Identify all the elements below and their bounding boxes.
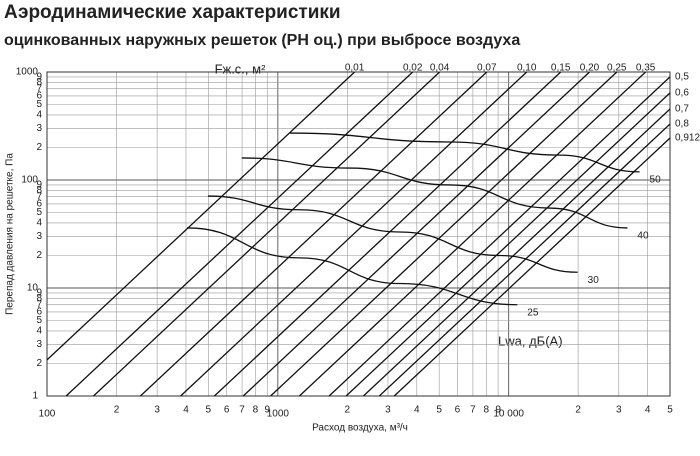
y-tick-label: 8: [36, 185, 42, 196]
area-label: Fж.с., м²: [215, 61, 267, 76]
area-line: [328, 76, 671, 397]
area-line: [242, 71, 590, 397]
y-tick-label: 3: [36, 231, 42, 242]
y-tick-label: 5: [36, 207, 42, 218]
line-label: 0,8: [675, 119, 689, 130]
x-tick-label: 6: [455, 405, 461, 416]
y-tick-label: 8: [36, 77, 42, 88]
y-axis-title: Перепад давления на решетке, Па: [5, 153, 16, 315]
lwa-curve: [186, 227, 518, 306]
line-label: 0,35: [636, 63, 656, 74]
area-line: [93, 71, 441, 397]
x-tick-label: 6: [224, 405, 230, 416]
y-tick-label: 2: [36, 358, 42, 369]
x-tick-label: 5: [206, 405, 212, 416]
y-tick-label: 1: [32, 391, 38, 402]
chart-subtitle: оцинкованных наружных решеток (РН оц.) п…: [4, 32, 520, 49]
area-line: [362, 108, 671, 397]
line-label: 0,04: [430, 63, 450, 74]
x-tick-label: 3: [385, 405, 391, 416]
lwa-curve: [241, 157, 628, 229]
plot-frame: [46, 71, 671, 397]
chart-title: Аэродинамические характеристики: [4, 2, 341, 23]
x-tick-label: 2: [575, 405, 581, 416]
y-tick-label: 7: [36, 191, 42, 202]
x-tick-label: 5: [667, 405, 673, 416]
y-tick-label: 4: [36, 110, 42, 121]
x-tick-label: 3: [616, 405, 622, 416]
x-tick-label: 10 000: [493, 409, 524, 420]
y-tick-label: 6: [36, 91, 42, 102]
lwa-curve: [290, 132, 640, 173]
area-line: [298, 71, 647, 397]
x-tick-label: 2: [114, 405, 120, 416]
y-tick-label: 3: [36, 123, 42, 134]
y-tick-label: 5: [36, 99, 42, 110]
x-tick-label: 3: [154, 405, 160, 416]
y-tick-label: 9: [36, 72, 42, 83]
y-tick-label: 9: [36, 180, 42, 191]
area-line: [393, 137, 671, 397]
y-tick-label: 1000: [16, 67, 39, 78]
x-axis-title: Расход воздуха, м³/ч: [312, 423, 408, 434]
x-tick-label: 2: [345, 405, 351, 416]
x-tick-label: 100: [39, 409, 56, 420]
lwa-curve-label: 50: [650, 174, 662, 185]
y-tick-label: 7: [36, 299, 42, 310]
line-label: 0,5: [675, 72, 689, 83]
y-tick-label: 10: [27, 283, 39, 294]
x-tick-label: 1000: [267, 409, 290, 420]
area-line: [213, 71, 562, 397]
y-tick-label: 100: [21, 175, 38, 186]
lwa-curve-label: 25: [527, 307, 539, 318]
area-line: [345, 92, 671, 397]
lwa-curve-label: 30: [588, 275, 600, 286]
y-tick-label: 6: [36, 199, 42, 210]
lwa-curve: [207, 195, 578, 273]
y-tick-label: 2: [36, 142, 42, 153]
line-label: 0,10: [517, 63, 537, 74]
area-line: [46, 71, 356, 361]
line-label: 0,7: [675, 104, 689, 115]
line-label: 0,25: [607, 63, 627, 74]
x-tick-label: 8: [484, 405, 490, 416]
area-line: [65, 71, 414, 397]
line-label: 0,912: [675, 133, 700, 144]
line-label: 0,02: [403, 63, 423, 74]
line-label: 0,6: [675, 88, 689, 99]
x-tick-label: 8: [253, 405, 259, 416]
x-tick-label: 4: [645, 405, 651, 416]
y-tick-label: 4: [36, 218, 42, 229]
area-line: [139, 71, 488, 397]
x-tick-label: 9: [264, 405, 270, 416]
y-tick-label: 6: [36, 307, 42, 318]
x-tick-label: 7: [239, 405, 245, 416]
area-line: [378, 123, 671, 397]
y-tick-label: 9: [36, 288, 42, 299]
line-label: 0,07: [477, 63, 497, 74]
line-label: 0,20: [580, 63, 600, 74]
y-tick-label: 8: [36, 293, 42, 304]
x-tick-label: 4: [414, 405, 420, 416]
x-tick-label: 9: [495, 405, 501, 416]
y-tick-label: 7: [36, 83, 42, 94]
y-tick-label: 2: [36, 250, 42, 261]
lwa-label: Lwa, дБ(А): [498, 333, 563, 348]
line-label: 0,15: [551, 63, 571, 74]
lwa-curve-label: 40: [637, 231, 649, 242]
area-line: [270, 71, 618, 397]
y-tick-label: 5: [36, 315, 42, 326]
line-label: 0,01: [345, 63, 365, 74]
x-tick-label: 7: [470, 405, 476, 416]
area-line: [180, 71, 528, 397]
x-tick-label: 4: [183, 405, 189, 416]
x-tick-label: 5: [436, 405, 442, 416]
y-tick-label: 4: [36, 326, 42, 337]
y-tick-label: 3: [36, 339, 42, 350]
